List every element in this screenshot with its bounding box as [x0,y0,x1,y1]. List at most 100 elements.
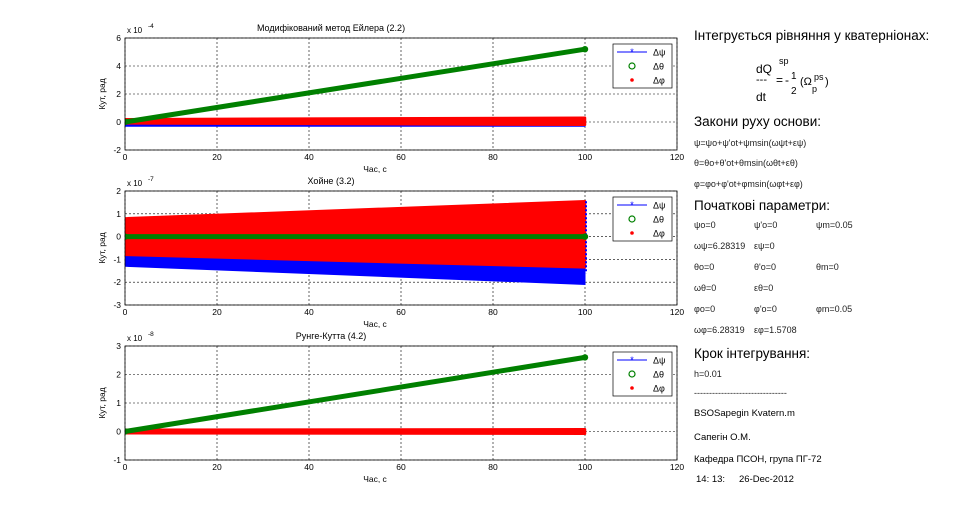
axis-scale: x 10 [127,179,143,188]
y-tick-label: 2 [116,89,121,99]
plot-frame [124,345,678,461]
chart-title: Рунге-Кутта (4.2) [296,331,366,341]
time: 14: 13: [696,474,726,485]
x-axis-label: Час, с [363,474,387,484]
series-theta-start [125,118,129,126]
eq-dq: dQ [756,62,773,76]
x-tick-label: 100 [578,152,592,162]
series-theta-end [581,46,589,53]
legend: * Δψ Δθ Δφ [612,196,673,242]
param-1-1: εψ=0 [754,241,775,251]
plot-frame [124,37,678,151]
y-tick-label: 1 [116,209,121,219]
legend-theta-marker [628,370,636,378]
legend-label: Δψ [653,356,665,366]
param-0-1: ψ'o=0 [754,220,778,230]
x-tick-label: 100 [578,462,592,472]
eq-sp: sp [779,56,789,66]
series-theta-start [125,428,129,435]
legend-label: Δφ [653,229,665,239]
legend-label: Δψ [653,201,665,211]
series-theta [125,354,588,434]
axis-scale-exp: -8 [148,331,154,338]
y-tick-label: 2 [116,186,121,196]
y-tick-label: 6 [116,33,121,43]
param-3-0: ωθ=0 [694,283,717,293]
legend-theta-marker [628,215,636,223]
legend-phi-marker [630,386,634,390]
y-tick-label: 1 [116,398,121,408]
param-0-2: ψm=0.05 [816,220,853,230]
series-theta-start [125,233,129,240]
param-0-0: ψo=0 [694,220,716,230]
x-tick-label: 0 [123,152,128,162]
eq-dt: dt [756,90,767,104]
step-value: h=0.01 [694,369,722,379]
eq-equals: = [776,73,784,87]
legend-psi-marker: * [630,47,634,57]
param-4-2: φm=0.05 [816,304,853,314]
y-axis-label: Кут, рад [97,387,107,418]
x-tick-label: 60 [396,152,406,162]
author: Сапегін О.М. [694,432,751,443]
x-tick-label: 40 [304,307,314,317]
param-2-1: θ'o=0 [754,262,776,272]
param-2-0: θo=0 [694,262,715,272]
legend: * Δψ Δθ Δφ [612,351,673,397]
x-tick-label: 20 [212,152,222,162]
x-tick-label: 0 [123,307,128,317]
y-tick-label: 4 [116,61,121,71]
x-tick-label: 20 [212,462,222,472]
series-phi [125,116,587,127]
x-tick-label: 80 [488,307,498,317]
y-tick-label: -3 [113,300,121,310]
law-psi: ψ=ψo+ψ'ot+ψmsin(ωψt+εψ) [694,138,807,148]
equation-heading: Інтегрується рівняння у кватерніонах: [694,28,930,43]
laws-heading: Закони руху основи: [694,114,822,129]
x-tick-label: 120 [670,462,684,472]
axis-scale: x 10 [127,26,143,35]
legend-label: Δφ [653,76,665,86]
y-tick-label: 0 [116,427,121,437]
legend-label: Δθ [653,62,664,72]
x-tick-label: 0 [123,462,128,472]
series-phi [125,427,587,436]
param-1-0: ωψ=6.28319 [694,241,746,251]
chart-2: 0 20 40 60 80 100 120 -3 -2 -1 0 1 2 Хойне (3.2) x 10-… [97,176,684,329]
info-panel: Інтегрується рівняння у кватерніонах: dQ… [690,0,966,516]
x-axis-label: Час, с [363,164,387,174]
series-theta-end [581,233,589,240]
legend-psi-marker: * [630,355,634,365]
x-tick-label: 80 [488,462,498,472]
y-tick-label: 3 [116,341,121,351]
series-theta-end [581,354,589,361]
x-tick-label: 100 [578,307,592,317]
x-tick-label: 120 [670,307,684,317]
legend-label: Δφ [653,384,665,394]
param-4-1: φ'o=0 [754,304,777,314]
eq-dash: --- [756,74,767,86]
y-tick-label: 0 [116,117,121,127]
x-axis-label: Час, с [363,319,387,329]
legend-phi-marker [630,231,634,235]
param-3-1: εθ=0 [754,283,774,293]
legend-label: Δψ [653,48,665,58]
plot-frame [124,190,678,306]
axis-scale-exp: -7 [148,176,154,183]
legend-theta-marker [628,62,636,70]
x-tick-label: 40 [304,152,314,162]
eq-omega: (Ω [800,76,812,88]
eq-p: p [812,84,818,94]
divider: ------------------------------- [694,388,787,398]
chart-title: Модифікований метод Ейлера (2.2) [257,23,405,33]
x-tick-label: 80 [488,152,498,162]
y-tick-label: -1 [113,254,121,264]
y-axis-label: Кут, рад [97,78,107,109]
step-heading: Крок інтегрування: [694,346,811,361]
department: Кафедра ПСОН, група ПГ-72 [694,454,822,465]
x-tick-label: 60 [396,307,406,317]
axis-scale-exp: -4 [148,23,154,30]
